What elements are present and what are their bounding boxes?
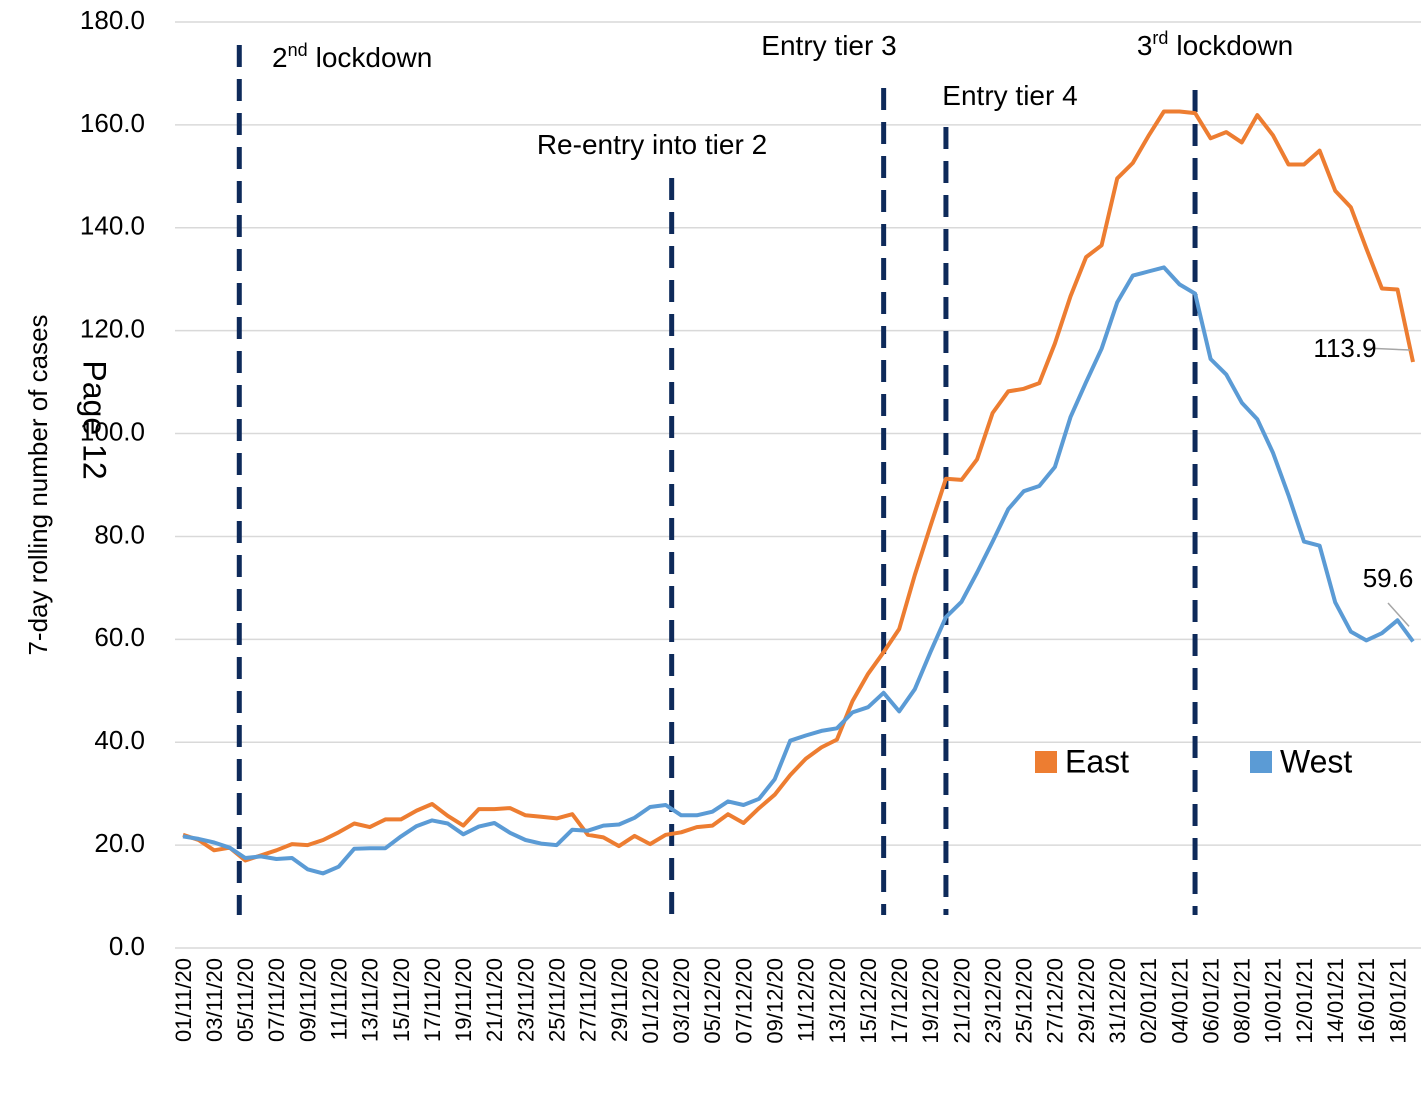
x-tick-label: 19/11/20: [451, 958, 476, 1042]
x-tick-label: 10/01/21: [1261, 958, 1286, 1044]
y-axis-label: 7-day rolling number of cases: [23, 314, 53, 655]
event-text: Entry tier 4: [942, 80, 1077, 111]
x-tick-label: 29/12/20: [1074, 958, 1099, 1044]
x-tick-label: 11/12/20: [794, 958, 819, 1042]
series-line: [182, 265, 1415, 876]
y-tick-label: 0.0: [109, 931, 145, 961]
x-tick-label: 15/12/20: [856, 958, 881, 1044]
y-tick-label: 40.0: [94, 725, 145, 755]
x-tick-label: 06/01/21: [1198, 958, 1223, 1044]
watermark: Page 12: [77, 360, 113, 479]
x-tick-label: 31/12/20: [1105, 958, 1130, 1044]
event-suffix: nd: [288, 40, 308, 60]
x-tick-label: 09/12/20: [762, 958, 787, 1044]
event-label: 3rd lockdown: [1137, 28, 1293, 62]
event-label: Entry tier 3: [761, 30, 896, 61]
event-text: lockdown: [1176, 30, 1293, 61]
x-tick-label: 18/01/21: [1385, 958, 1410, 1044]
x-tick-label: 16/01/21: [1354, 958, 1379, 1044]
legend-swatch: [1250, 751, 1272, 773]
y-tick-label: 140.0: [80, 211, 145, 241]
x-tick-label: 15/11/20: [389, 958, 414, 1042]
x-tick-label: 05/12/20: [700, 958, 725, 1044]
value-label: 113.9: [1313, 333, 1376, 363]
x-tick-label: 01/11/20: [171, 958, 196, 1042]
value-label-leader: [1364, 347, 1411, 351]
legend-swatch: [1035, 751, 1057, 773]
event-text: Entry tier 3: [761, 30, 896, 61]
value-label: 59.6: [1363, 563, 1414, 593]
x-tick-label: 02/01/21: [1136, 958, 1161, 1044]
x-tick-label: 03/11/20: [202, 958, 227, 1042]
event-text: Re-entry into tier 2: [537, 129, 767, 160]
x-tick-label: 17/11/20: [420, 958, 445, 1042]
event-suffix: rd: [1152, 28, 1168, 48]
event-ordinal: 3: [1137, 30, 1153, 61]
legend-label: East: [1065, 743, 1129, 779]
y-tick-label: 180.0: [80, 5, 145, 35]
x-tick-label: 14/01/21: [1323, 958, 1348, 1044]
x-tick-label: 21/11/20: [482, 958, 507, 1042]
legend-label: West: [1280, 743, 1352, 779]
x-tick-label: 29/11/20: [607, 958, 632, 1042]
event-ordinal: 2: [272, 42, 288, 73]
value-label-leader: [1387, 602, 1410, 627]
x-tick-label: 25/11/20: [544, 958, 569, 1042]
x-tick-label: 19/12/20: [918, 958, 943, 1044]
x-tick-label: 07/11/20: [264, 958, 289, 1042]
x-tick-label: 08/01/21: [1230, 958, 1255, 1044]
y-tick-label: 160.0: [80, 108, 145, 138]
event-label: 2nd lockdown: [272, 40, 432, 74]
x-tick-label: 07/12/20: [731, 958, 756, 1044]
x-tick-label: 21/12/20: [949, 958, 974, 1044]
series-line: [182, 109, 1415, 863]
x-tick-label: 27/11/20: [576, 958, 601, 1042]
x-tick-label: 25/12/20: [1012, 958, 1037, 1044]
event-label: Entry tier 4: [942, 80, 1077, 111]
x-tick-label: 12/01/21: [1292, 958, 1317, 1044]
event-label: Re-entry into tier 2: [537, 129, 767, 160]
y-tick-label: 20.0: [94, 828, 145, 858]
y-tick-label: 100.0: [80, 416, 145, 446]
x-tick-label: 04/01/21: [1167, 958, 1192, 1044]
x-tick-label: 01/12/20: [638, 958, 663, 1044]
x-tick-label: 27/12/20: [1043, 958, 1068, 1044]
x-tick-label: 11/11/20: [327, 958, 352, 1040]
x-tick-label: 03/12/20: [669, 958, 694, 1044]
x-tick-label: 13/11/20: [358, 958, 383, 1042]
x-tick-label: 23/11/20: [513, 958, 538, 1042]
x-tick-label: 23/12/20: [980, 958, 1005, 1044]
x-tick-label: 05/11/20: [233, 958, 258, 1042]
x-tick-label: 17/12/20: [887, 958, 912, 1044]
y-tick-label: 60.0: [94, 622, 145, 652]
y-tick-label: 120.0: [80, 314, 145, 344]
y-tick-label: 80.0: [94, 519, 145, 549]
x-tick-label: 09/11/20: [295, 958, 320, 1042]
x-tick-label: 13/12/20: [825, 958, 850, 1044]
event-text: lockdown: [316, 42, 433, 73]
